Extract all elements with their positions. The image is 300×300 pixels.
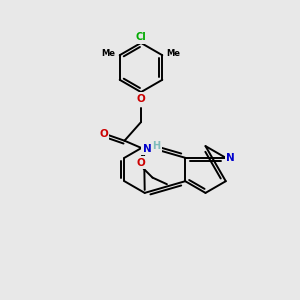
Text: Me: Me [167,49,181,58]
Text: H: H [152,141,161,151]
Text: O: O [137,158,146,168]
Text: O: O [136,94,146,104]
Text: Me: Me [101,49,115,58]
Text: O: O [99,129,108,139]
Text: N: N [142,143,152,154]
Text: N: N [226,153,235,163]
Text: Cl: Cl [136,32,146,43]
